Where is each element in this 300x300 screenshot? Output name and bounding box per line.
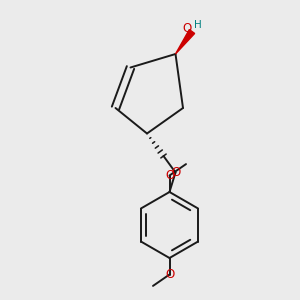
Text: H: H — [194, 20, 201, 30]
Text: O: O — [165, 268, 174, 281]
Text: O: O — [171, 166, 180, 179]
Text: O: O — [182, 22, 191, 35]
Polygon shape — [176, 29, 195, 54]
Text: O: O — [165, 169, 174, 182]
